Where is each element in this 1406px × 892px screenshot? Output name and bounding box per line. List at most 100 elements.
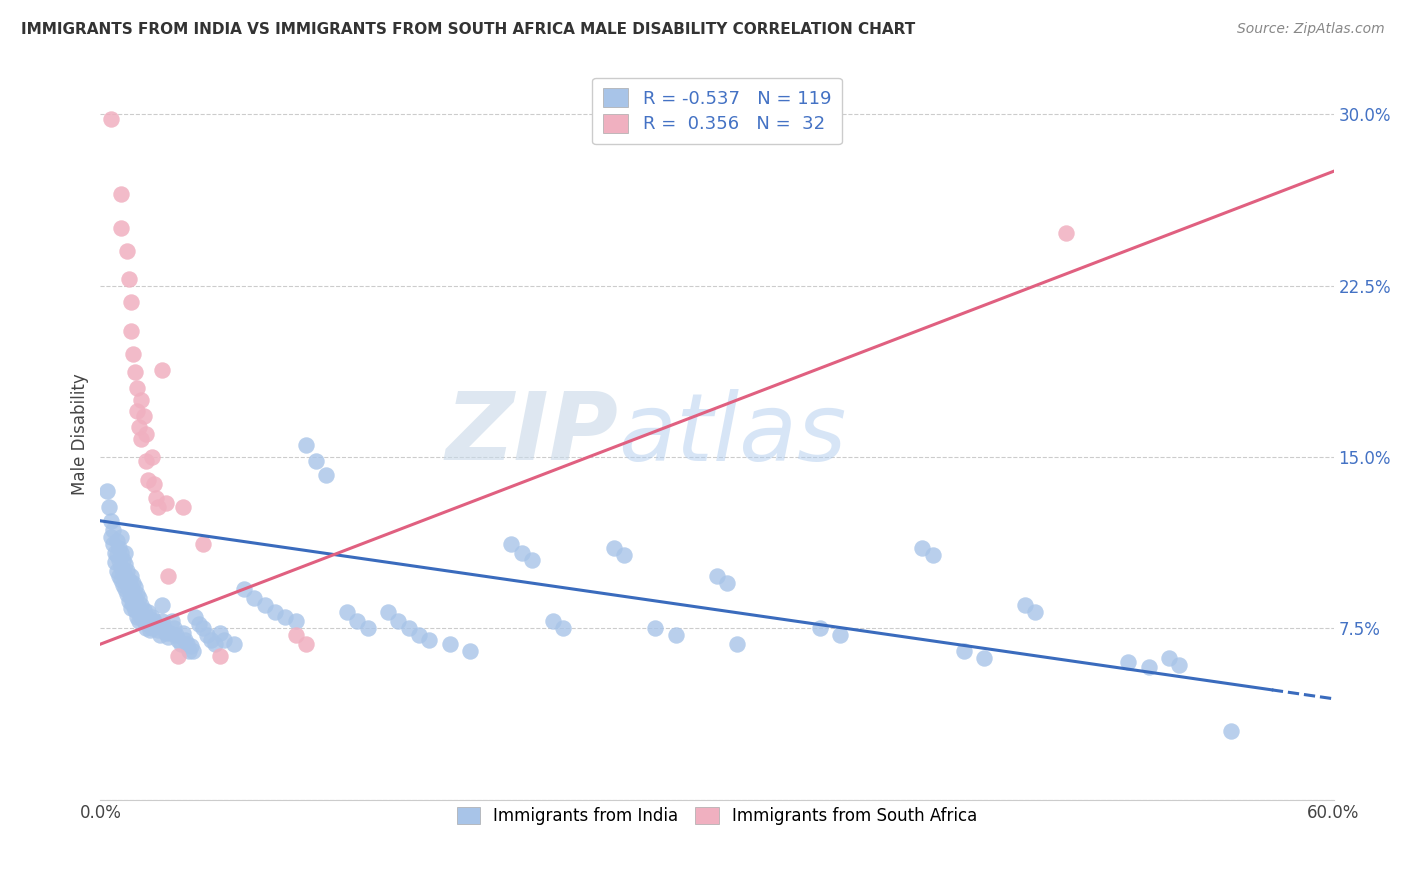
Point bbox=[120, 324, 142, 338]
Point bbox=[141, 621, 163, 635]
Text: atlas: atlas bbox=[619, 389, 846, 480]
Point bbox=[97, 500, 120, 515]
Point bbox=[131, 599, 153, 613]
Point bbox=[157, 568, 180, 582]
Point bbox=[551, 621, 574, 635]
Point bbox=[100, 530, 122, 544]
Point bbox=[458, 644, 481, 658]
Point bbox=[408, 628, 430, 642]
Point bbox=[110, 530, 132, 544]
Point bbox=[167, 648, 190, 663]
Point bbox=[706, 568, 728, 582]
Point bbox=[108, 552, 131, 566]
Point bbox=[212, 632, 235, 647]
Point bbox=[131, 609, 153, 624]
Point bbox=[110, 559, 132, 574]
Point bbox=[124, 365, 146, 379]
Point bbox=[172, 500, 194, 515]
Point bbox=[1219, 723, 1241, 738]
Point bbox=[110, 546, 132, 560]
Point bbox=[110, 573, 132, 587]
Point bbox=[1159, 651, 1181, 665]
Point bbox=[159, 625, 181, 640]
Point bbox=[184, 609, 207, 624]
Point bbox=[191, 621, 214, 635]
Point bbox=[108, 541, 131, 556]
Point bbox=[200, 632, 222, 647]
Point bbox=[132, 615, 155, 629]
Point bbox=[128, 591, 150, 606]
Point bbox=[173, 632, 195, 647]
Point bbox=[115, 575, 138, 590]
Point bbox=[136, 616, 159, 631]
Point bbox=[101, 536, 124, 550]
Point bbox=[1024, 605, 1046, 619]
Point bbox=[253, 599, 276, 613]
Point bbox=[135, 609, 157, 624]
Point bbox=[128, 420, 150, 434]
Point bbox=[830, 628, 852, 642]
Point bbox=[138, 612, 160, 626]
Point bbox=[135, 427, 157, 442]
Point bbox=[356, 621, 378, 635]
Point bbox=[96, 484, 118, 499]
Point bbox=[136, 473, 159, 487]
Point bbox=[973, 651, 995, 665]
Point bbox=[808, 621, 831, 635]
Point bbox=[114, 546, 136, 560]
Point bbox=[122, 599, 145, 613]
Y-axis label: Male Disability: Male Disability bbox=[72, 373, 89, 495]
Point bbox=[100, 112, 122, 126]
Point bbox=[176, 637, 198, 651]
Point bbox=[208, 648, 231, 663]
Point bbox=[145, 619, 167, 633]
Point bbox=[127, 381, 149, 395]
Point bbox=[132, 603, 155, 617]
Point bbox=[155, 625, 177, 640]
Point bbox=[169, 637, 191, 651]
Point bbox=[921, 548, 943, 562]
Point bbox=[111, 564, 134, 578]
Point bbox=[114, 568, 136, 582]
Point bbox=[346, 615, 368, 629]
Point bbox=[418, 632, 440, 647]
Point bbox=[111, 552, 134, 566]
Point bbox=[1168, 657, 1191, 672]
Point bbox=[136, 605, 159, 619]
Point bbox=[105, 564, 128, 578]
Point bbox=[127, 404, 149, 418]
Point bbox=[146, 624, 169, 638]
Point bbox=[131, 392, 153, 407]
Point bbox=[110, 221, 132, 235]
Point bbox=[131, 432, 153, 446]
Point bbox=[122, 347, 145, 361]
Point bbox=[124, 591, 146, 606]
Point bbox=[665, 628, 688, 642]
Point bbox=[377, 605, 399, 619]
Point bbox=[114, 558, 136, 572]
Point bbox=[911, 541, 934, 556]
Point bbox=[177, 644, 200, 658]
Point bbox=[181, 644, 204, 658]
Point bbox=[120, 568, 142, 582]
Point bbox=[1116, 656, 1139, 670]
Point bbox=[128, 615, 150, 629]
Point bbox=[145, 491, 167, 505]
Point bbox=[716, 575, 738, 590]
Point bbox=[520, 552, 543, 566]
Point bbox=[398, 621, 420, 635]
Point bbox=[105, 548, 128, 562]
Point bbox=[120, 591, 142, 606]
Point bbox=[510, 546, 533, 560]
Point bbox=[124, 580, 146, 594]
Point bbox=[101, 523, 124, 537]
Point bbox=[952, 644, 974, 658]
Point bbox=[142, 615, 165, 629]
Point bbox=[118, 271, 141, 285]
Point bbox=[104, 555, 127, 569]
Text: ZIP: ZIP bbox=[446, 388, 619, 480]
Point bbox=[264, 605, 287, 619]
Point bbox=[120, 294, 142, 309]
Point bbox=[120, 600, 142, 615]
Point bbox=[108, 568, 131, 582]
